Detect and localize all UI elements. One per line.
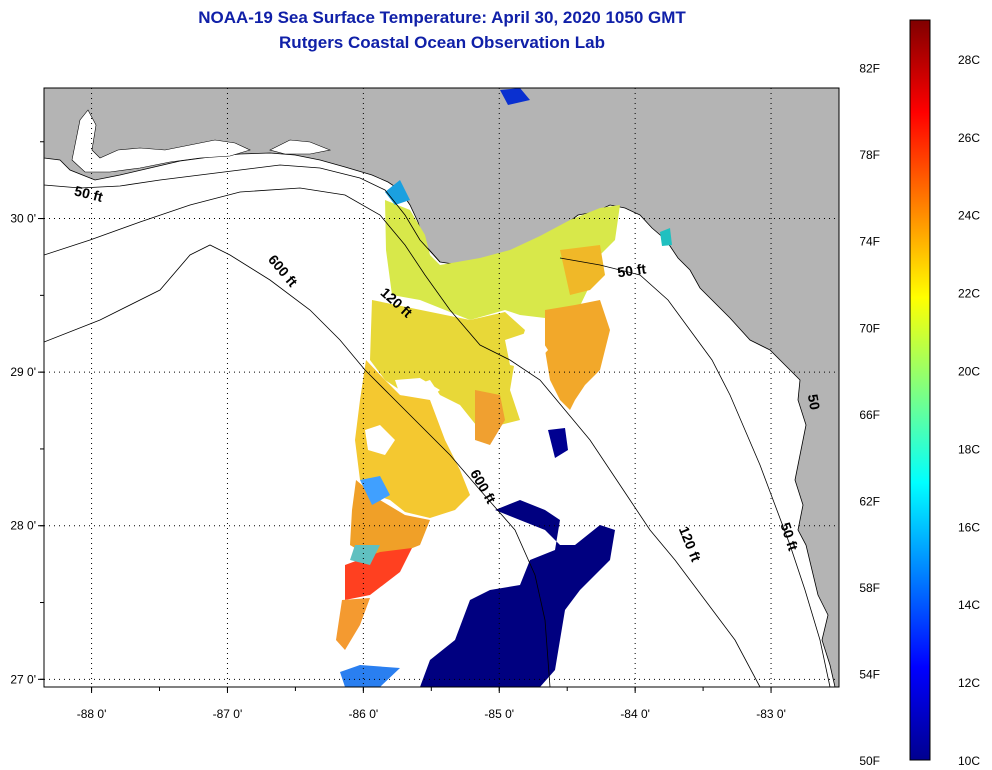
colorbar-label-f: 70F — [859, 321, 880, 335]
contour-50ft-east — [559, 257, 831, 687]
coastal-bay — [71, 109, 251, 173]
colorbar-label-f: 58F — [859, 581, 880, 595]
colorbar-label-c: 10C — [958, 754, 980, 768]
contour-label: 50 — [805, 393, 823, 411]
colorbar-label-c: 20C — [958, 365, 980, 379]
colorbar-label-c: 16C — [958, 520, 980, 534]
axis-ticks: -88 0' -87 0' -86 0' -85 0' -84 0' -83 0' 30 0… — [10, 141, 786, 721]
contour-50ft-west — [44, 164, 441, 263]
lon-tick-label: -87 0' — [213, 707, 243, 721]
colorbar-label-f: 74F — [859, 235, 880, 249]
chart-title: NOAA-19 Sea Surface Temperature: April 3… — [198, 8, 686, 27]
coastal-bay — [269, 139, 332, 155]
colorbar-label-f: 66F — [859, 408, 880, 422]
colorbar-label-f: 62F — [859, 494, 880, 508]
colorbar-label-c: 28C — [958, 53, 980, 67]
colorbar-label-c: 18C — [958, 442, 980, 456]
lon-tick-label: -83 0' — [756, 707, 786, 721]
chart-subtitle: Rutgers Coastal Ocean Observation Lab — [279, 33, 605, 52]
colorbar-label-c: 14C — [958, 598, 980, 612]
map-frame — [43, 87, 840, 688]
lat-tick-label: 29 0' — [10, 365, 36, 379]
colorbar-label-f: 50F — [859, 754, 880, 768]
bathymetry-contours — [44, 164, 831, 687]
contour-label: 50 ft — [73, 182, 105, 205]
sst-swath — [336, 88, 672, 687]
lat-tick-label: 30 0' — [10, 212, 36, 226]
colorbar-label-f: 54F — [859, 667, 880, 681]
contour-600ft — [44, 244, 551, 687]
lon-tick-label: -85 0' — [484, 707, 514, 721]
colorbar-label-c: 24C — [958, 209, 980, 223]
colorbar-scale — [909, 19, 931, 761]
lat-tick-label: 28 0' — [10, 519, 36, 533]
lon-tick-label: -88 0' — [77, 707, 107, 721]
lat-tick-label: 27 0' — [10, 672, 36, 686]
contour-label: 50 ft — [616, 260, 647, 280]
lon-tick-label: -84 0' — [620, 707, 650, 721]
colorbar-label-c: 22C — [958, 287, 980, 301]
colorbar-label-f: 82F — [859, 62, 880, 76]
lon-tick-label: -86 0' — [349, 707, 379, 721]
contour-120ft — [44, 187, 761, 687]
colorbar-label-c: 12C — [958, 676, 980, 690]
colorbar-label-c: 26C — [958, 131, 980, 145]
colorbar-label-f: 78F — [859, 148, 880, 162]
